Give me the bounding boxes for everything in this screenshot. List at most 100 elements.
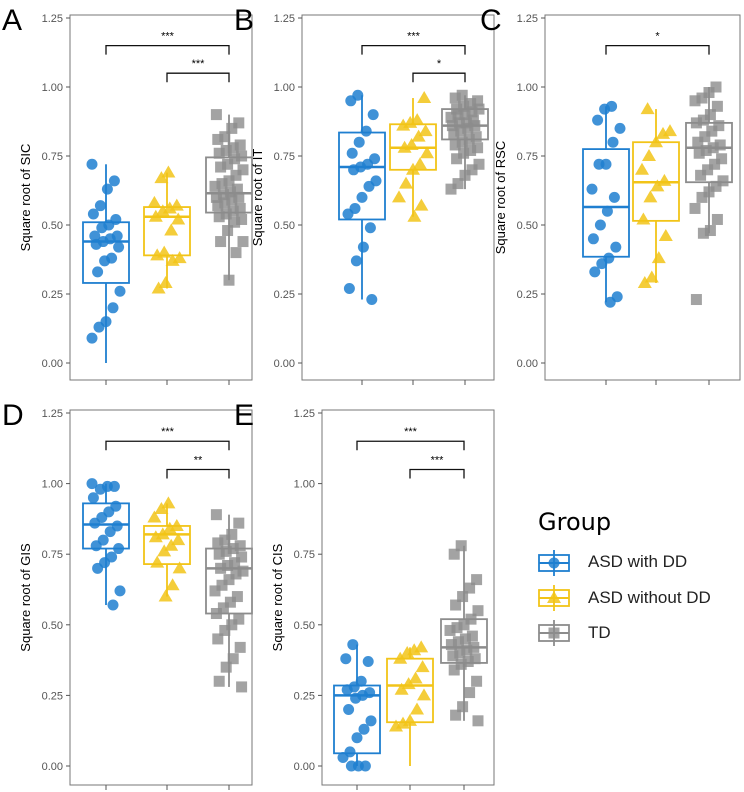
data-point [230, 568, 242, 580]
y-tick-label: 1.00 [517, 82, 538, 94]
data-point [222, 225, 234, 237]
data-point [236, 213, 248, 225]
data-point [94, 200, 106, 212]
significance-bracket [605, 44, 710, 55]
data-point [234, 641, 246, 653]
data-point [643, 190, 658, 203]
y-tick-label: 0.50 [274, 220, 295, 232]
data-point [236, 150, 248, 162]
data-point [90, 540, 102, 552]
data-point [594, 219, 606, 231]
legend-label-td: TD [588, 623, 611, 642]
data-point [220, 661, 232, 673]
data-point [213, 147, 225, 159]
data-point [171, 212, 186, 225]
data-point [466, 106, 478, 118]
panel-frame [321, 409, 495, 786]
data-point [215, 236, 227, 248]
data-point [148, 209, 163, 222]
y-tick-label: 1.25 [294, 408, 315, 420]
data-point [689, 95, 701, 107]
data-point [147, 195, 162, 208]
data-point [101, 183, 113, 195]
y-tick-label: 0.00 [294, 761, 315, 773]
data-point [158, 275, 173, 288]
data-point [414, 198, 429, 211]
data-point [644, 270, 659, 283]
legend-key-square-icon [538, 620, 570, 646]
data-point [172, 561, 187, 574]
data-point [711, 100, 723, 112]
data-point [458, 100, 470, 112]
data-point [154, 171, 169, 184]
data-point [107, 599, 119, 611]
data-point [350, 692, 362, 704]
data-point [99, 255, 111, 267]
data-point [473, 158, 485, 170]
y-tick-label: 1.00 [42, 82, 63, 94]
data-point [347, 639, 359, 651]
data-point [692, 136, 704, 148]
data-point [165, 578, 180, 591]
data-point [226, 122, 238, 134]
significance-label: * [437, 58, 442, 70]
data-point [209, 585, 221, 597]
panel-frame [544, 14, 741, 381]
data-point [472, 715, 484, 727]
data-point [459, 169, 471, 181]
panel-letter: E [234, 399, 254, 432]
y-axis-label: Square root of SIC [18, 144, 33, 252]
data-point [607, 136, 619, 148]
data-point [224, 596, 236, 608]
data-point [237, 236, 249, 248]
data-point [452, 636, 464, 648]
legend-marker [547, 591, 561, 603]
box-group-3 [441, 89, 489, 195]
y-tick-label: 0.25 [42, 690, 63, 702]
box-group-1 [333, 639, 381, 772]
data-point [86, 332, 98, 344]
data-point [608, 191, 620, 203]
data-point [216, 579, 228, 591]
data-point [637, 275, 652, 288]
data-point [223, 175, 235, 187]
data-point [640, 102, 655, 115]
box-group-3 [440, 540, 488, 727]
data-point [690, 294, 702, 306]
data-point [215, 562, 227, 574]
data-point [113, 241, 125, 253]
data-point [233, 517, 245, 529]
data-point [350, 255, 362, 267]
y-tick-label: 1.25 [42, 13, 63, 25]
data-point [450, 599, 462, 611]
data-point [114, 285, 126, 297]
data-point [455, 125, 467, 137]
data-point [394, 682, 409, 695]
data-point [234, 540, 246, 552]
data-point [233, 613, 245, 625]
data-point [410, 702, 424, 715]
data-point [709, 158, 721, 170]
data-point [113, 543, 125, 555]
data-point [223, 574, 235, 586]
data-point [465, 144, 477, 156]
data-point [229, 557, 241, 569]
data-point [341, 684, 353, 696]
data-point [220, 144, 232, 156]
y-tick-label: 0.50 [42, 620, 63, 632]
data-point [164, 538, 179, 551]
data-point [400, 646, 415, 659]
y-tick-label: 0.00 [42, 358, 63, 370]
data-point [451, 153, 463, 165]
data-point [635, 162, 649, 175]
data-point [464, 582, 476, 594]
data-point [392, 190, 406, 203]
y-tick-label: 0.25 [42, 289, 63, 301]
data-point [448, 548, 460, 560]
data-point [610, 241, 622, 253]
y-tick-label: 0.50 [517, 220, 538, 232]
data-point [219, 197, 231, 209]
data-point [397, 140, 412, 153]
data-point [455, 540, 467, 552]
data-point [467, 114, 479, 126]
